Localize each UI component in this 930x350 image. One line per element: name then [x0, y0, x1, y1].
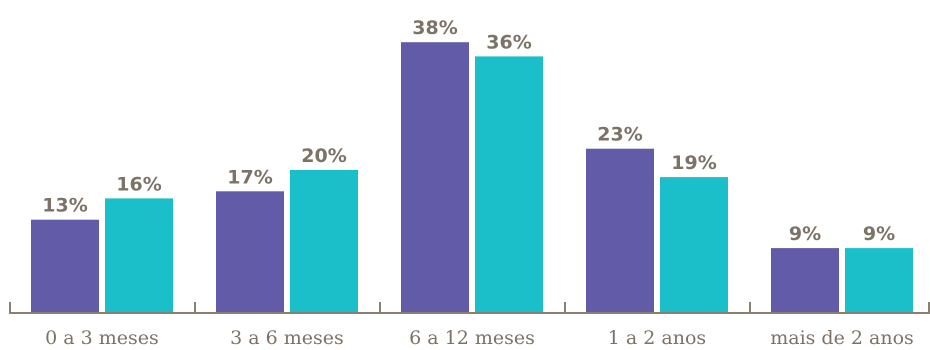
- bar-4-series-1: [845, 248, 913, 312]
- category-labels-group: 0 a 3 meses 3 a 6 meses 6 a 12 meses 1 a 2 …: [45, 327, 914, 349]
- category-label-2: 6 a 12 meses: [409, 327, 535, 349]
- value-label-4-series-0: 9%: [789, 223, 821, 245]
- category-label-1: 3 a 6 meses: [230, 327, 344, 349]
- bar-2-series-1: [475, 56, 543, 313]
- bar-1-series-0: [216, 191, 284, 312]
- value-label-2-series-1: 36%: [486, 31, 531, 53]
- bar-2-series-0: [401, 42, 469, 312]
- bar-0-series-0: [31, 219, 99, 312]
- bar-0-series-1: [105, 198, 173, 312]
- value-label-4-series-1: 9%: [863, 223, 895, 245]
- bar-4-series-0: [771, 248, 839, 312]
- value-label-1-series-1: 20%: [301, 145, 346, 167]
- bar-3-series-0: [586, 148, 654, 312]
- value-label-3-series-0: 23%: [597, 124, 642, 146]
- value-label-1-series-0: 17%: [227, 166, 272, 188]
- value-label-0-series-0: 13%: [42, 195, 87, 217]
- value-label-0-series-1: 16%: [116, 173, 161, 195]
- bar-3-series-1: [660, 177, 728, 312]
- value-label-2-series-0: 38%: [412, 17, 457, 39]
- category-label-3: 1 a 2 anos: [608, 327, 706, 349]
- category-label-4: mais de 2 anos: [770, 327, 914, 349]
- bars-group: [31, 42, 913, 313]
- value-label-3-series-1: 19%: [671, 152, 716, 174]
- value-labels-group: 13% 16% 17% 20% 38% 36% 23% 19% 9% 9%: [42, 17, 895, 245]
- bar-1-series-1: [290, 170, 358, 312]
- x-axis: [9, 302, 930, 314]
- category-label-0: 0 a 3 meses: [45, 327, 159, 349]
